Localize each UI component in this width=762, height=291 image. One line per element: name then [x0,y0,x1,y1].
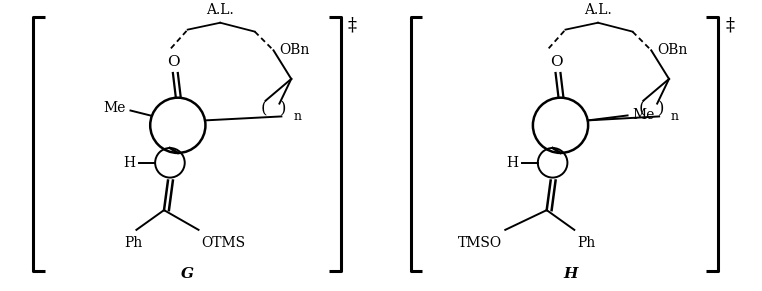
Text: H: H [123,156,136,170]
Text: n: n [671,110,679,123]
Text: (: ( [638,100,645,117]
Text: Me: Me [103,101,126,115]
Text: O: O [550,55,563,69]
Text: ): ) [280,100,287,117]
Text: O: O [168,55,180,69]
Text: (: ( [261,100,267,117]
Text: A.L.: A.L. [584,3,612,17]
Text: ‡: ‡ [347,17,357,35]
Text: OTMS: OTMS [201,236,245,250]
Text: H: H [506,156,518,170]
Text: A.L.: A.L. [207,3,234,17]
Text: H: H [563,267,578,281]
Text: OBn: OBn [280,43,310,57]
Text: OBn: OBn [657,43,687,57]
Text: G: G [181,267,194,281]
Text: Ph: Ph [578,236,596,250]
Text: TMSO: TMSO [458,236,502,250]
Text: n: n [293,110,301,123]
Text: Ph: Ph [124,236,142,250]
Text: ‡: ‡ [725,17,735,35]
Text: ): ) [658,100,664,117]
Text: Me: Me [632,109,655,123]
